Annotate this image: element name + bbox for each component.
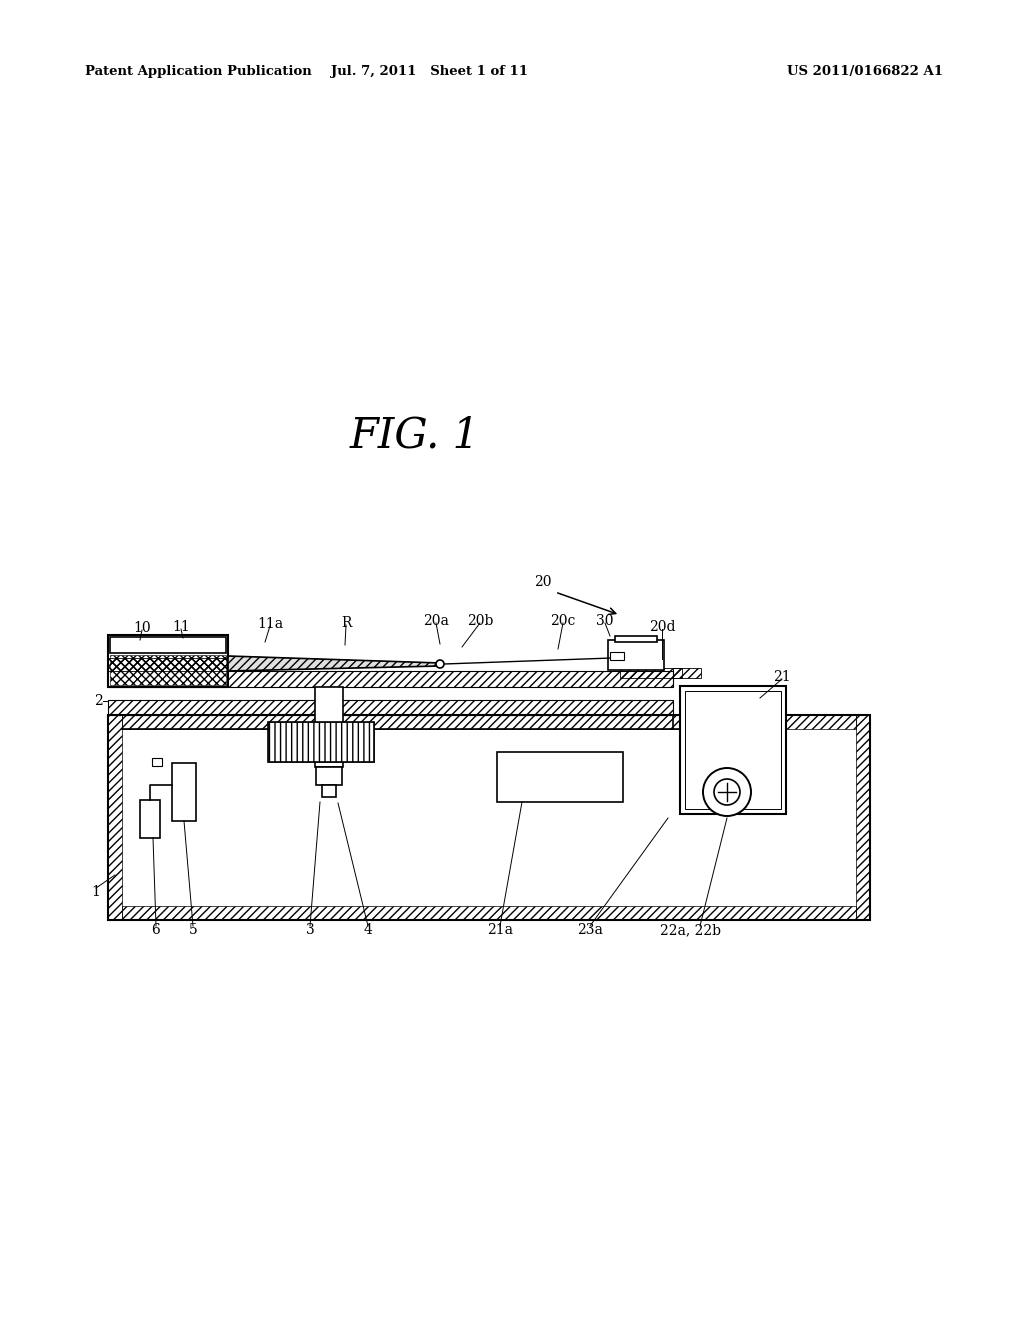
- Bar: [680, 686, 786, 814]
- Circle shape: [714, 779, 740, 805]
- Bar: [673, 668, 701, 678]
- Polygon shape: [228, 656, 440, 671]
- Text: 21a: 21a: [487, 923, 513, 937]
- Bar: [856, 715, 870, 920]
- Text: 20d: 20d: [649, 620, 675, 634]
- Text: 11a: 11a: [257, 616, 283, 631]
- Text: 2: 2: [93, 694, 102, 708]
- Text: 10: 10: [133, 620, 151, 635]
- Text: 30: 30: [596, 614, 613, 628]
- Text: 1: 1: [91, 884, 100, 899]
- Bar: [268, 722, 374, 762]
- Text: Jul. 7, 2011   Sheet 1 of 11: Jul. 7, 2011 Sheet 1 of 11: [332, 66, 528, 78]
- Bar: [685, 690, 781, 809]
- Bar: [316, 767, 342, 785]
- Text: 6: 6: [152, 923, 161, 937]
- Circle shape: [436, 660, 444, 668]
- Text: R: R: [341, 616, 351, 630]
- Circle shape: [703, 768, 751, 816]
- Bar: [615, 636, 657, 642]
- Text: 11: 11: [172, 620, 189, 634]
- Bar: [108, 635, 228, 686]
- Bar: [122, 906, 856, 920]
- Bar: [122, 715, 856, 729]
- Text: 21: 21: [773, 671, 791, 684]
- Text: 20b: 20b: [467, 614, 494, 628]
- Text: FIG. 1: FIG. 1: [350, 414, 480, 455]
- Bar: [172, 763, 196, 821]
- Bar: [268, 722, 374, 762]
- Bar: [108, 715, 870, 920]
- Text: 4: 4: [364, 923, 373, 937]
- Text: 20a: 20a: [423, 614, 449, 628]
- Text: 20: 20: [535, 576, 552, 589]
- Text: 22a, 22b: 22a, 22b: [659, 923, 721, 937]
- Bar: [610, 652, 624, 660]
- Text: Patent Application Publication: Patent Application Publication: [85, 66, 311, 78]
- Bar: [608, 640, 664, 671]
- Bar: [315, 686, 343, 767]
- Text: 3: 3: [305, 923, 314, 937]
- Text: 20c: 20c: [550, 614, 575, 628]
- Bar: [140, 800, 160, 838]
- Bar: [322, 785, 336, 797]
- Bar: [108, 715, 122, 920]
- Text: 23a: 23a: [578, 923, 603, 937]
- Bar: [110, 655, 226, 685]
- Bar: [620, 668, 682, 678]
- Text: 5: 5: [188, 923, 198, 937]
- Bar: [108, 700, 673, 715]
- Bar: [497, 752, 623, 803]
- Bar: [110, 638, 226, 653]
- Text: US 2011/0166822 A1: US 2011/0166822 A1: [787, 66, 943, 78]
- Bar: [152, 758, 162, 766]
- Bar: [108, 671, 673, 686]
